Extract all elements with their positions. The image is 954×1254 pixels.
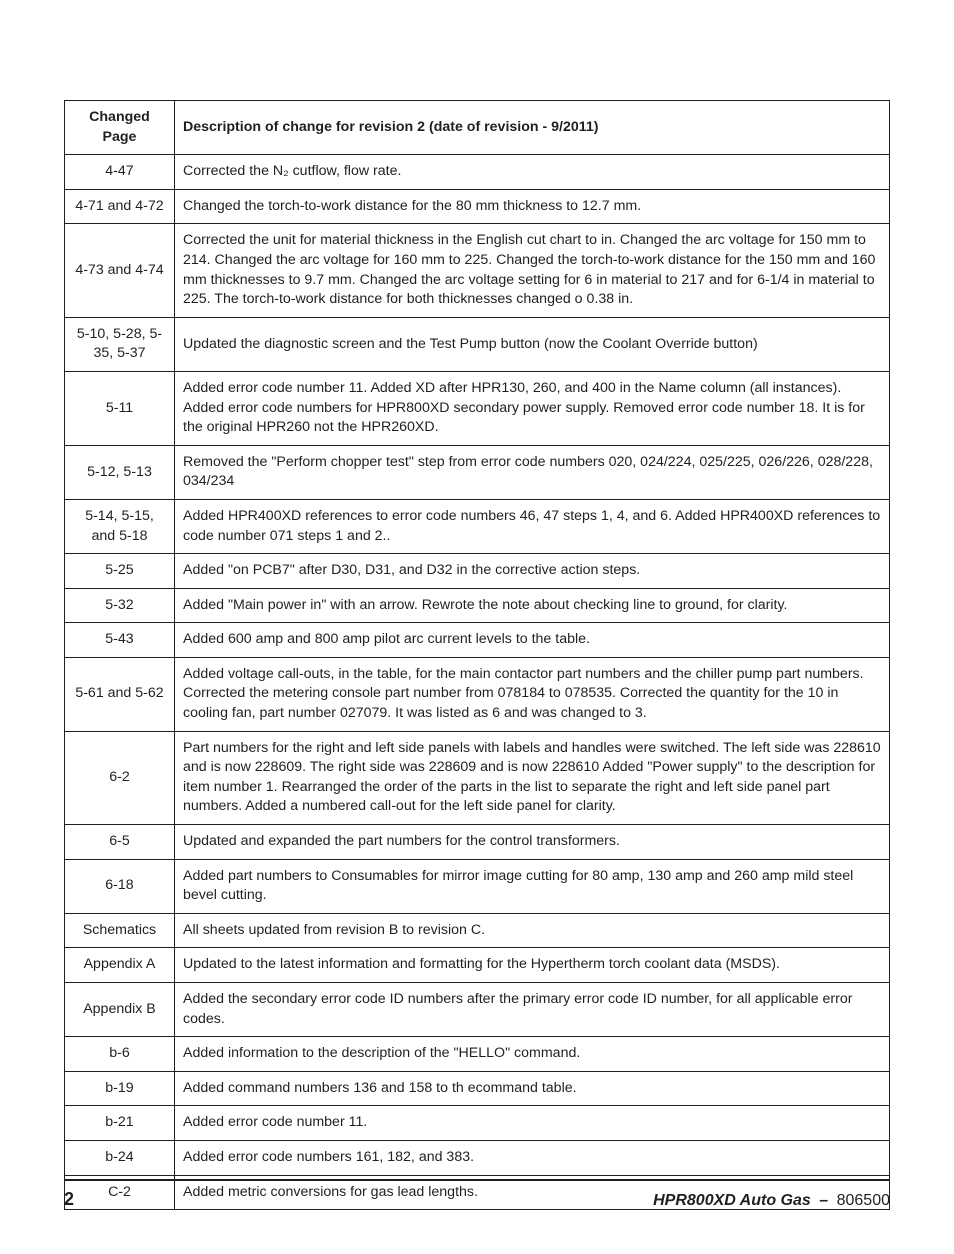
cell-description: Corrected the N₂ cutflow, flow rate. [175,155,890,190]
cell-description: Added command numbers 136 and 158 to th … [175,1071,890,1106]
cell-changed-page: Schematics [65,913,175,948]
cell-description: Added error code number 11. Added XD aft… [175,371,890,445]
table-row: 5-32Added "Main power in" with an arrow.… [65,588,890,623]
table-row: 5-12, 5-13Removed the "Perform chopper t… [65,445,890,499]
table-row: SchematicsAll sheets updated from revisi… [65,913,890,948]
cell-description: Added error code number 11. [175,1106,890,1141]
table-row: 5-25Added "on PCB7" after D30, D31, and … [65,554,890,589]
cell-changed-page: 4-47 [65,155,175,190]
cell-changed-page: 6-2 [65,731,175,824]
cell-changed-page: 5-14, 5-15, and 5-18 [65,499,175,553]
footer-product-name: HPR800XD Auto Gas [653,1192,811,1209]
cell-changed-page: Appendix A [65,948,175,983]
cell-description: Added the secondary error code ID number… [175,983,890,1037]
cell-description: Corrected the unit for material thicknes… [175,224,890,317]
page-footer: 2 HPR800XD Auto Gas – 806500 [64,1179,890,1210]
table-row: b-24Added error code numbers 161, 182, a… [65,1140,890,1175]
table-row: 5-10, 5-28, 5-35, 5-37Updated the diagno… [65,317,890,371]
cell-changed-page: 6-5 [65,825,175,860]
header-changed-page: Changed Page [65,101,175,155]
table-row: 5-61 and 5-62Added voltage call-outs, in… [65,657,890,731]
header-description: Description of change for revision 2 (da… [175,101,890,155]
cell-description: Updated to the latest information and fo… [175,948,890,983]
cell-changed-page: b-24 [65,1140,175,1175]
cell-changed-page: 5-32 [65,588,175,623]
cell-description: Added information to the description of … [175,1037,890,1072]
cell-description: Added part numbers to Consumables for mi… [175,859,890,913]
cell-description: All sheets updated from revision B to re… [175,913,890,948]
cell-description: Updated the diagnostic screen and the Te… [175,317,890,371]
table-row: b-19Added command numbers 136 and 158 to… [65,1071,890,1106]
cell-changed-page: b-19 [65,1071,175,1106]
cell-changed-page: 4-71 and 4-72 [65,189,175,224]
table-row: 6-2Part numbers for the right and left s… [65,731,890,824]
table-row: 4-73 and 4-74Corrected the unit for mate… [65,224,890,317]
cell-changed-page: 5-25 [65,554,175,589]
table-row: 4-71 and 4-72Changed the torch-to-work d… [65,189,890,224]
cell-description: Added HPR400XD references to error code … [175,499,890,553]
table-row: b-6Added information to the description … [65,1037,890,1072]
footer-doc-info: HPR800XD Auto Gas – 806500 [653,1192,890,1210]
revision-table: Changed Page Description of change for r… [64,100,890,1210]
table-row: Appendix AUpdated to the latest informat… [65,948,890,983]
cell-changed-page: 4-73 and 4-74 [65,224,175,317]
footer-page-number: 2 [64,1189,74,1210]
cell-description: Added "on PCB7" after D30, D31, and D32 … [175,554,890,589]
cell-description: Removed the "Perform chopper test" step … [175,445,890,499]
cell-changed-page: Appendix B [65,983,175,1037]
cell-changed-page: 5-11 [65,371,175,445]
cell-changed-page: 6-18 [65,859,175,913]
cell-description: Added "Main power in" with an arrow. Rew… [175,588,890,623]
cell-changed-page: 5-61 and 5-62 [65,657,175,731]
cell-description: Updated and expanded the part numbers fo… [175,825,890,860]
table-row: 6-5Updated and expanded the part numbers… [65,825,890,860]
footer-doc-number: 806500 [837,1192,890,1209]
cell-changed-page: 5-43 [65,623,175,658]
table-row: 5-43Added 600 amp and 800 amp pilot arc … [65,623,890,658]
cell-description: Added voltage call-outs, in the table, f… [175,657,890,731]
cell-changed-page: b-6 [65,1037,175,1072]
cell-changed-page: 5-12, 5-13 [65,445,175,499]
table-body: 4-47Corrected the N₂ cutflow, flow rate.… [65,155,890,1210]
table-header-row: Changed Page Description of change for r… [65,101,890,155]
table-row: 6-18Added part numbers to Consumables fo… [65,859,890,913]
table-row: 5-11Added error code number 11. Added XD… [65,371,890,445]
table-row: Appendix BAdded the secondary error code… [65,983,890,1037]
cell-changed-page: b-21 [65,1106,175,1141]
cell-description: Changed the torch-to-work distance for t… [175,189,890,224]
cell-changed-page: 5-10, 5-28, 5-35, 5-37 [65,317,175,371]
table-row: 5-14, 5-15, and 5-18Added HPR400XD refer… [65,499,890,553]
document-page: Changed Page Description of change for r… [0,0,954,1254]
cell-description: Added error code numbers 161, 182, and 3… [175,1140,890,1175]
table-row: 4-47Corrected the N₂ cutflow, flow rate. [65,155,890,190]
table-row: b-21Added error code number 11. [65,1106,890,1141]
cell-description: Added 600 amp and 800 amp pilot arc curr… [175,623,890,658]
footer-separator: – [819,1192,828,1209]
cell-description: Part numbers for the right and left side… [175,731,890,824]
